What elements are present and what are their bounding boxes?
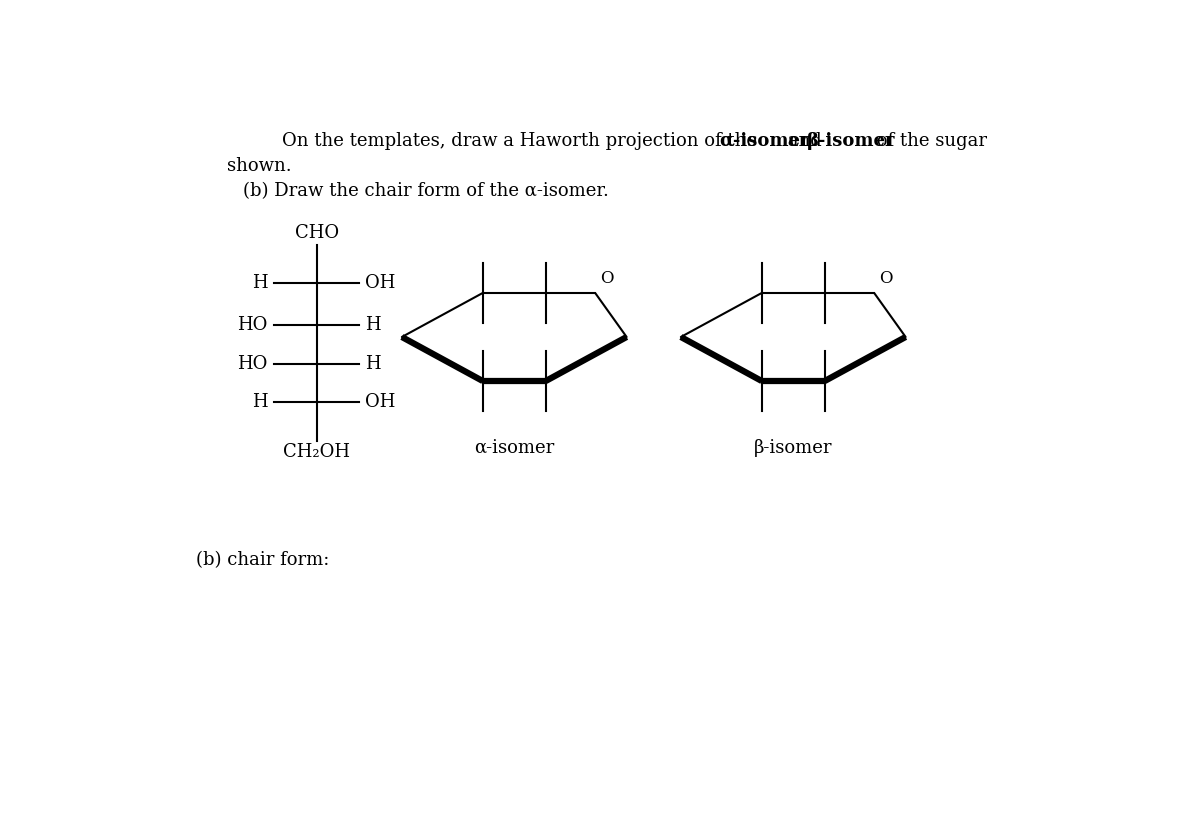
Text: OH: OH: [366, 393, 396, 411]
Text: α-isomer: α-isomer: [720, 132, 810, 150]
Text: β-isomer: β-isomer: [806, 132, 895, 150]
Text: of the sugar: of the sugar: [871, 132, 986, 150]
Text: (b) chair form:: (b) chair form:: [197, 551, 330, 569]
Text: shown.: shown.: [228, 157, 292, 175]
Text: H: H: [252, 274, 268, 292]
Text: O: O: [600, 269, 613, 287]
Text: OH: OH: [366, 274, 396, 292]
Text: β-isomer: β-isomer: [754, 439, 833, 457]
Text: and: and: [781, 132, 827, 150]
Text: HO: HO: [238, 355, 268, 373]
Text: H: H: [252, 393, 268, 411]
Text: HO: HO: [238, 316, 268, 334]
Text: H: H: [366, 316, 382, 334]
Text: CH₂OH: CH₂OH: [283, 443, 350, 461]
Text: O: O: [878, 269, 893, 287]
Text: (b) Draw the chair form of the α-isomer.: (b) Draw the chair form of the α-isomer.: [242, 182, 608, 200]
Text: CHO: CHO: [294, 224, 338, 242]
Text: H: H: [366, 355, 382, 373]
Text: α-isomer: α-isomer: [474, 439, 554, 457]
Text: On the templates, draw a Haworth projection of the: On the templates, draw a Haworth project…: [282, 132, 762, 150]
